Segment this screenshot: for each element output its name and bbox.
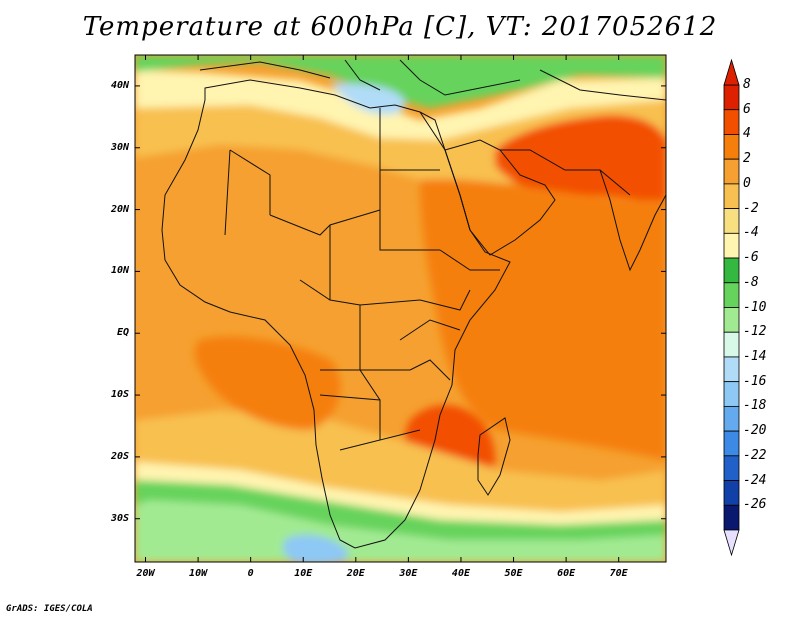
axis-ticks	[135, 55, 666, 562]
colorbar-swatch	[723, 356, 740, 383]
colorbar-swatch	[723, 257, 740, 284]
lon-tick-label: 0	[247, 568, 254, 579]
colorbar-label: -20	[743, 423, 767, 439]
colorbar-label: 2	[743, 151, 751, 167]
sahara-borders	[224, 108, 440, 300]
lon-tick-label: 40E	[451, 568, 470, 579]
lat-tick-label: 30S	[110, 512, 129, 524]
colorbar-label: -16	[743, 373, 767, 389]
field-light-green-south	[135, 500, 666, 562]
colorbar-label: -10	[743, 299, 767, 315]
colorbar-swatch	[723, 480, 740, 506]
lon-tick-label: 10W	[189, 568, 208, 579]
colorbar-label: 0	[743, 175, 751, 191]
red-sea	[419, 111, 471, 231]
colorbar-bottom-arrow	[723, 529, 740, 557]
lat-tick-label: 10N	[110, 265, 129, 277]
map-title: Temperature at 600hPa [C], VT: 201705261…	[82, 12, 718, 42]
field-pale-yellow-north	[135, 70, 666, 140]
colorbar-label: -22	[743, 447, 767, 463]
lat-tick-label: 20N	[110, 203, 129, 215]
colorbar-label: -14	[743, 348, 767, 364]
colorbar	[723, 58, 740, 557]
colorbar-label: -26	[743, 497, 767, 513]
colorbar-top-arrow	[723, 58, 740, 86]
colorbar-label: 4	[743, 126, 751, 142]
field-deep-orange-east	[420, 179, 666, 460]
colorbar-swatch	[723, 430, 740, 457]
lon-tick-label: 20E	[346, 568, 365, 579]
colorbar-swatch	[723, 232, 740, 259]
persian-gulf-iran	[500, 149, 631, 196]
colorbar-swatch	[723, 134, 740, 160]
colorbar-label: -4	[743, 225, 759, 241]
lat-tick-label: EQ	[116, 327, 129, 339]
colorbar-label: -18	[743, 398, 767, 414]
colorbar-swatch	[723, 158, 740, 185]
india-coastline	[599, 169, 666, 272]
colorbar-swatch	[723, 405, 740, 432]
east-africa-borders	[409, 249, 500, 381]
colorbar-label: 8	[743, 77, 751, 92]
lon-tick-label: 50E	[504, 568, 523, 579]
field-red-arabia-iran	[495, 115, 666, 210]
lat-tick-label: 10S	[110, 389, 129, 401]
colorbar-swatch	[723, 504, 740, 531]
colorbar-label: -24	[743, 472, 767, 488]
field-light-orange-southwest	[135, 410, 666, 520]
footer-credit: GrADS: IGES/COLA	[6, 604, 93, 614]
colorbar-swatch	[723, 208, 740, 234]
lon-tick-label: 30E	[399, 568, 418, 579]
lon-tick-label: 20W	[136, 568, 155, 579]
lat-tick-label: 40N	[110, 79, 129, 91]
lon-tick-label: 70E	[609, 568, 628, 579]
field-blue-south	[283, 534, 348, 562]
colorbar-swatch	[723, 307, 740, 333]
colorbar-swatch	[723, 331, 740, 358]
madagascar-coastline	[477, 417, 511, 496]
colorbar-swatch	[723, 282, 740, 308]
lon-tick-label: 10E	[294, 568, 313, 579]
country-borders	[161, 59, 666, 549]
colorbar-label: 6	[743, 101, 751, 117]
colorbar-swatch	[723, 183, 740, 210]
colorbar-label: -6	[743, 250, 759, 266]
central-africa-borders	[299, 279, 461, 451]
colorbar-swatch	[723, 109, 740, 135]
lat-tick-label: 30N	[110, 141, 129, 153]
field-deep-orange-central	[194, 336, 341, 430]
mediterranean-europe	[199, 59, 666, 101]
lat-tick-label: 20S	[110, 450, 129, 462]
temperature-field	[135, 55, 666, 562]
colorbar-label: -2	[743, 200, 759, 216]
colorbar-label: -8	[743, 274, 759, 290]
colorbar-swatch	[723, 381, 740, 407]
lon-tick-label: 60E	[557, 568, 576, 579]
field-pale-yellow-south	[135, 462, 666, 535]
colorbar-swatch	[723, 84, 740, 111]
colorbar-swatch	[723, 455, 740, 481]
colorbar-label: -12	[743, 324, 767, 340]
plot-frame	[134, 54, 667, 563]
africa-coastline	[161, 79, 511, 549]
field-green-north	[135, 55, 666, 108]
